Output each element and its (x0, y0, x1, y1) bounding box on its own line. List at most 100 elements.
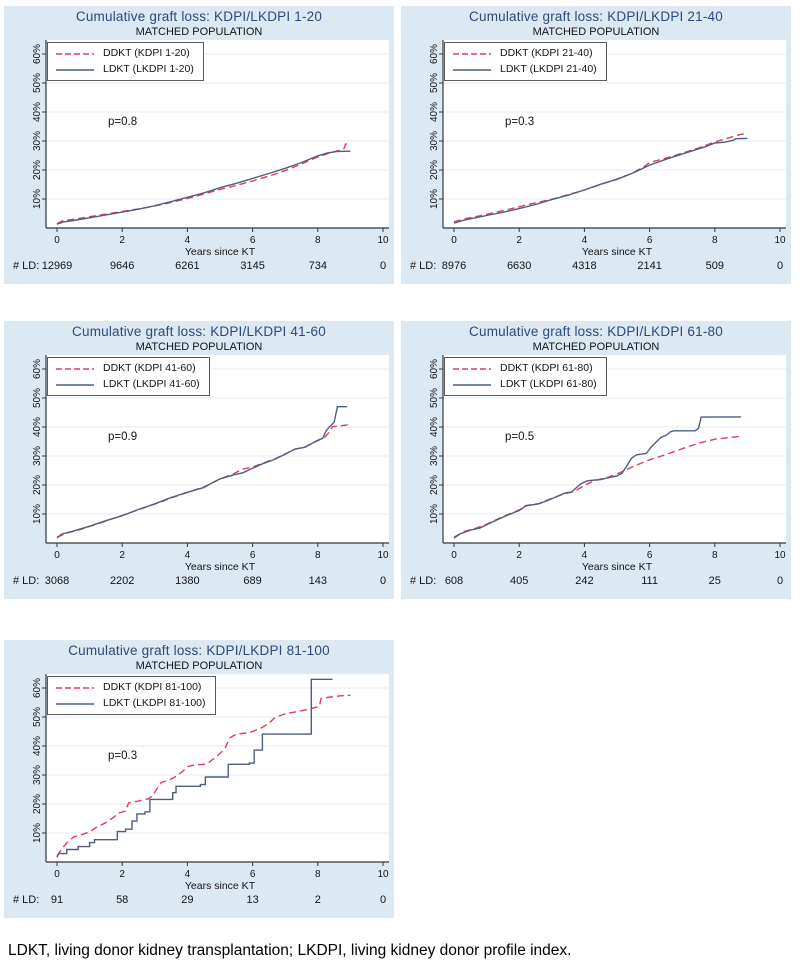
at-risk-value: 2202 (109, 575, 135, 587)
at-risk-value: 12969 (41, 260, 73, 272)
at-risk-row: # LD: 91 58 29 13 2 0 (4, 894, 394, 910)
y-tick-label: 30% (32, 765, 43, 785)
at-risk-row: # LD: 608 405 242 111 25 0 (401, 575, 791, 591)
x-tick-label: 0 (54, 235, 60, 246)
x-tick-label: 2 (119, 235, 125, 246)
legend-entry-ldkt: LDKT (LKDPI 61-80) (452, 378, 597, 391)
legend-entry-ddkt: DDKT (KDPI 1-20) (55, 47, 194, 60)
at-risk-value: 6261 (175, 260, 200, 272)
p-value-label: p=0.3 (108, 750, 138, 762)
y-tick-label: 40% (32, 102, 43, 122)
legend-label: LDKT (LKDPI 1-20) (103, 63, 194, 75)
x-axis-title: Years since KT (185, 246, 256, 258)
y-tick-label: 40% (429, 417, 440, 437)
chart-subtitle: MATCHED POPULATION (135, 26, 263, 38)
chart-title: Cumulative graft loss: KDPI/LKDPI 1-20 (75, 9, 323, 24)
y-tick-label: 30% (32, 446, 43, 466)
x-tick-label: 10 (377, 235, 389, 246)
at-risk-value: 405 (510, 575, 529, 587)
legend-label: LDKT (LKDPI 81-100) (103, 697, 206, 709)
y-tick-label: 20% (32, 160, 43, 180)
at-risk-value: 1380 (175, 575, 200, 587)
x-axis-title: Years since KT (185, 561, 256, 573)
at-risk-label: # LD: (410, 575, 437, 587)
at-risk-value: 608 (444, 575, 464, 587)
x-tick-label: 4 (185, 869, 191, 880)
legend-line-sample (453, 52, 491, 55)
legend-line-sample (453, 68, 491, 71)
at-risk-value: 2 (314, 894, 321, 906)
x-tick-label: 8 (712, 235, 718, 246)
x-axis: 0 2 4 6 8 10 Years since KT (443, 542, 786, 573)
legend-box: DDKT (KDPI 21-40) LDKT (LKDPI 21-40) (444, 42, 607, 81)
x-tick-label: 6 (647, 235, 653, 246)
y-axis: 10% 20% 30% 40% 50% 60% (32, 674, 47, 862)
legend-entry-ldkt: LDKT (LKDPI 1-20) (55, 63, 194, 76)
legend-label: LDKT (LKDPI 21-40) (500, 63, 597, 75)
x-tick-label: 8 (315, 235, 321, 246)
chart-kdpi-61-80: Cumulative graft loss: KDPI/LKDPI 61-80 … (401, 321, 791, 599)
x-tick-label: 10 (377, 869, 389, 880)
x-tick-label: 2 (516, 235, 522, 246)
legend-entry-ddkt: DDKT (KDPI 81-100) (55, 681, 206, 694)
at-risk-value: 13 (246, 894, 259, 906)
x-tick-label: 0 (54, 869, 60, 880)
y-axis: 10% 20% 30% 40% 50% 60% (429, 40, 444, 228)
legend-entry-ldkt: LDKT (LKDPI 21-40) (452, 63, 597, 76)
x-tick-label: 0 (451, 235, 457, 246)
y-tick-label: 30% (32, 131, 43, 151)
at-risk-value: 3068 (44, 575, 70, 587)
y-tick-label: 40% (32, 417, 43, 437)
x-tick-label: 8 (712, 550, 718, 561)
x-tick-label: 4 (582, 235, 588, 246)
legend-label: DDKT (KDPI 21-40) (500, 47, 593, 59)
legend-line-sample (56, 686, 94, 689)
y-tick-label: 10% (429, 504, 440, 524)
p-value-label: p=0.3 (505, 116, 535, 128)
at-risk-value: 4318 (572, 260, 597, 272)
y-tick-label: 40% (32, 736, 43, 756)
x-tick-label: 4 (582, 550, 588, 561)
at-risk-value: 25 (708, 575, 721, 587)
at-risk-row: # LD: 3068 2202 1380 689 143 0 (4, 575, 394, 591)
at-risk-value: 0 (776, 260, 784, 272)
chart-title: Cumulative graft loss: KDPI/LKDPI 81-100 (68, 643, 330, 658)
y-tick-label: 20% (429, 475, 440, 495)
x-tick-label: 10 (377, 550, 389, 561)
at-risk-value: 689 (243, 575, 262, 587)
y-tick-label: 20% (429, 160, 440, 180)
x-tick-label: 6 (250, 235, 256, 246)
legend-label: LDKT (LKDPI 41-60) (103, 378, 200, 390)
x-axis-title: Years since KT (185, 880, 256, 892)
legend-label: DDKT (KDPI 41-60) (103, 362, 196, 374)
chart-title: Cumulative graft loss: KDPI/LKDPI 21-40 (469, 9, 723, 24)
y-axis: 10% 20% 30% 40% 50% 60% (32, 40, 47, 228)
legend-line-sample (56, 68, 94, 71)
legend-line-sample (56, 367, 94, 370)
y-tick-label: 50% (32, 707, 43, 727)
chart-kdpi-21-40: Cumulative graft loss: KDPI/LKDPI 21-40 … (401, 6, 791, 284)
legend-line-sample (453, 367, 491, 370)
legend-line-sample (453, 383, 491, 386)
x-tick-label: 2 (119, 550, 125, 561)
x-axis: 0 2 4 6 8 10 Years since KT (46, 542, 389, 573)
x-tick-label: 8 (315, 550, 321, 561)
at-risk-label: # LD: (13, 575, 40, 587)
p-value-label: p=0.9 (108, 431, 138, 443)
at-risk-value: 6630 (506, 260, 532, 272)
y-tick-label: 50% (429, 388, 440, 408)
series-line-ldkt (56, 678, 333, 858)
legend-entry-ddkt: DDKT (KDPI 61-80) (452, 362, 597, 375)
y-tick-label: 30% (429, 446, 440, 466)
at-risk-label: # LD: (13, 894, 40, 906)
y-tick-label: 10% (32, 189, 43, 209)
y-tick-label: 40% (429, 102, 440, 122)
series-line-ldkt (453, 416, 741, 539)
x-axis: 0 2 4 6 8 10 Years since KT (443, 227, 786, 258)
legend-box: DDKT (KDPI 81-100) LDKT (LKDPI 81-100) (47, 676, 216, 715)
chart-title: Cumulative graft loss: KDPI/LKDPI 41-60 (72, 324, 326, 339)
y-tick-label: 50% (429, 73, 440, 93)
legend-label: DDKT (KDPI 61-80) (500, 362, 593, 374)
at-risk-value: 0 (379, 260, 387, 272)
y-tick-label: 60% (429, 44, 440, 64)
